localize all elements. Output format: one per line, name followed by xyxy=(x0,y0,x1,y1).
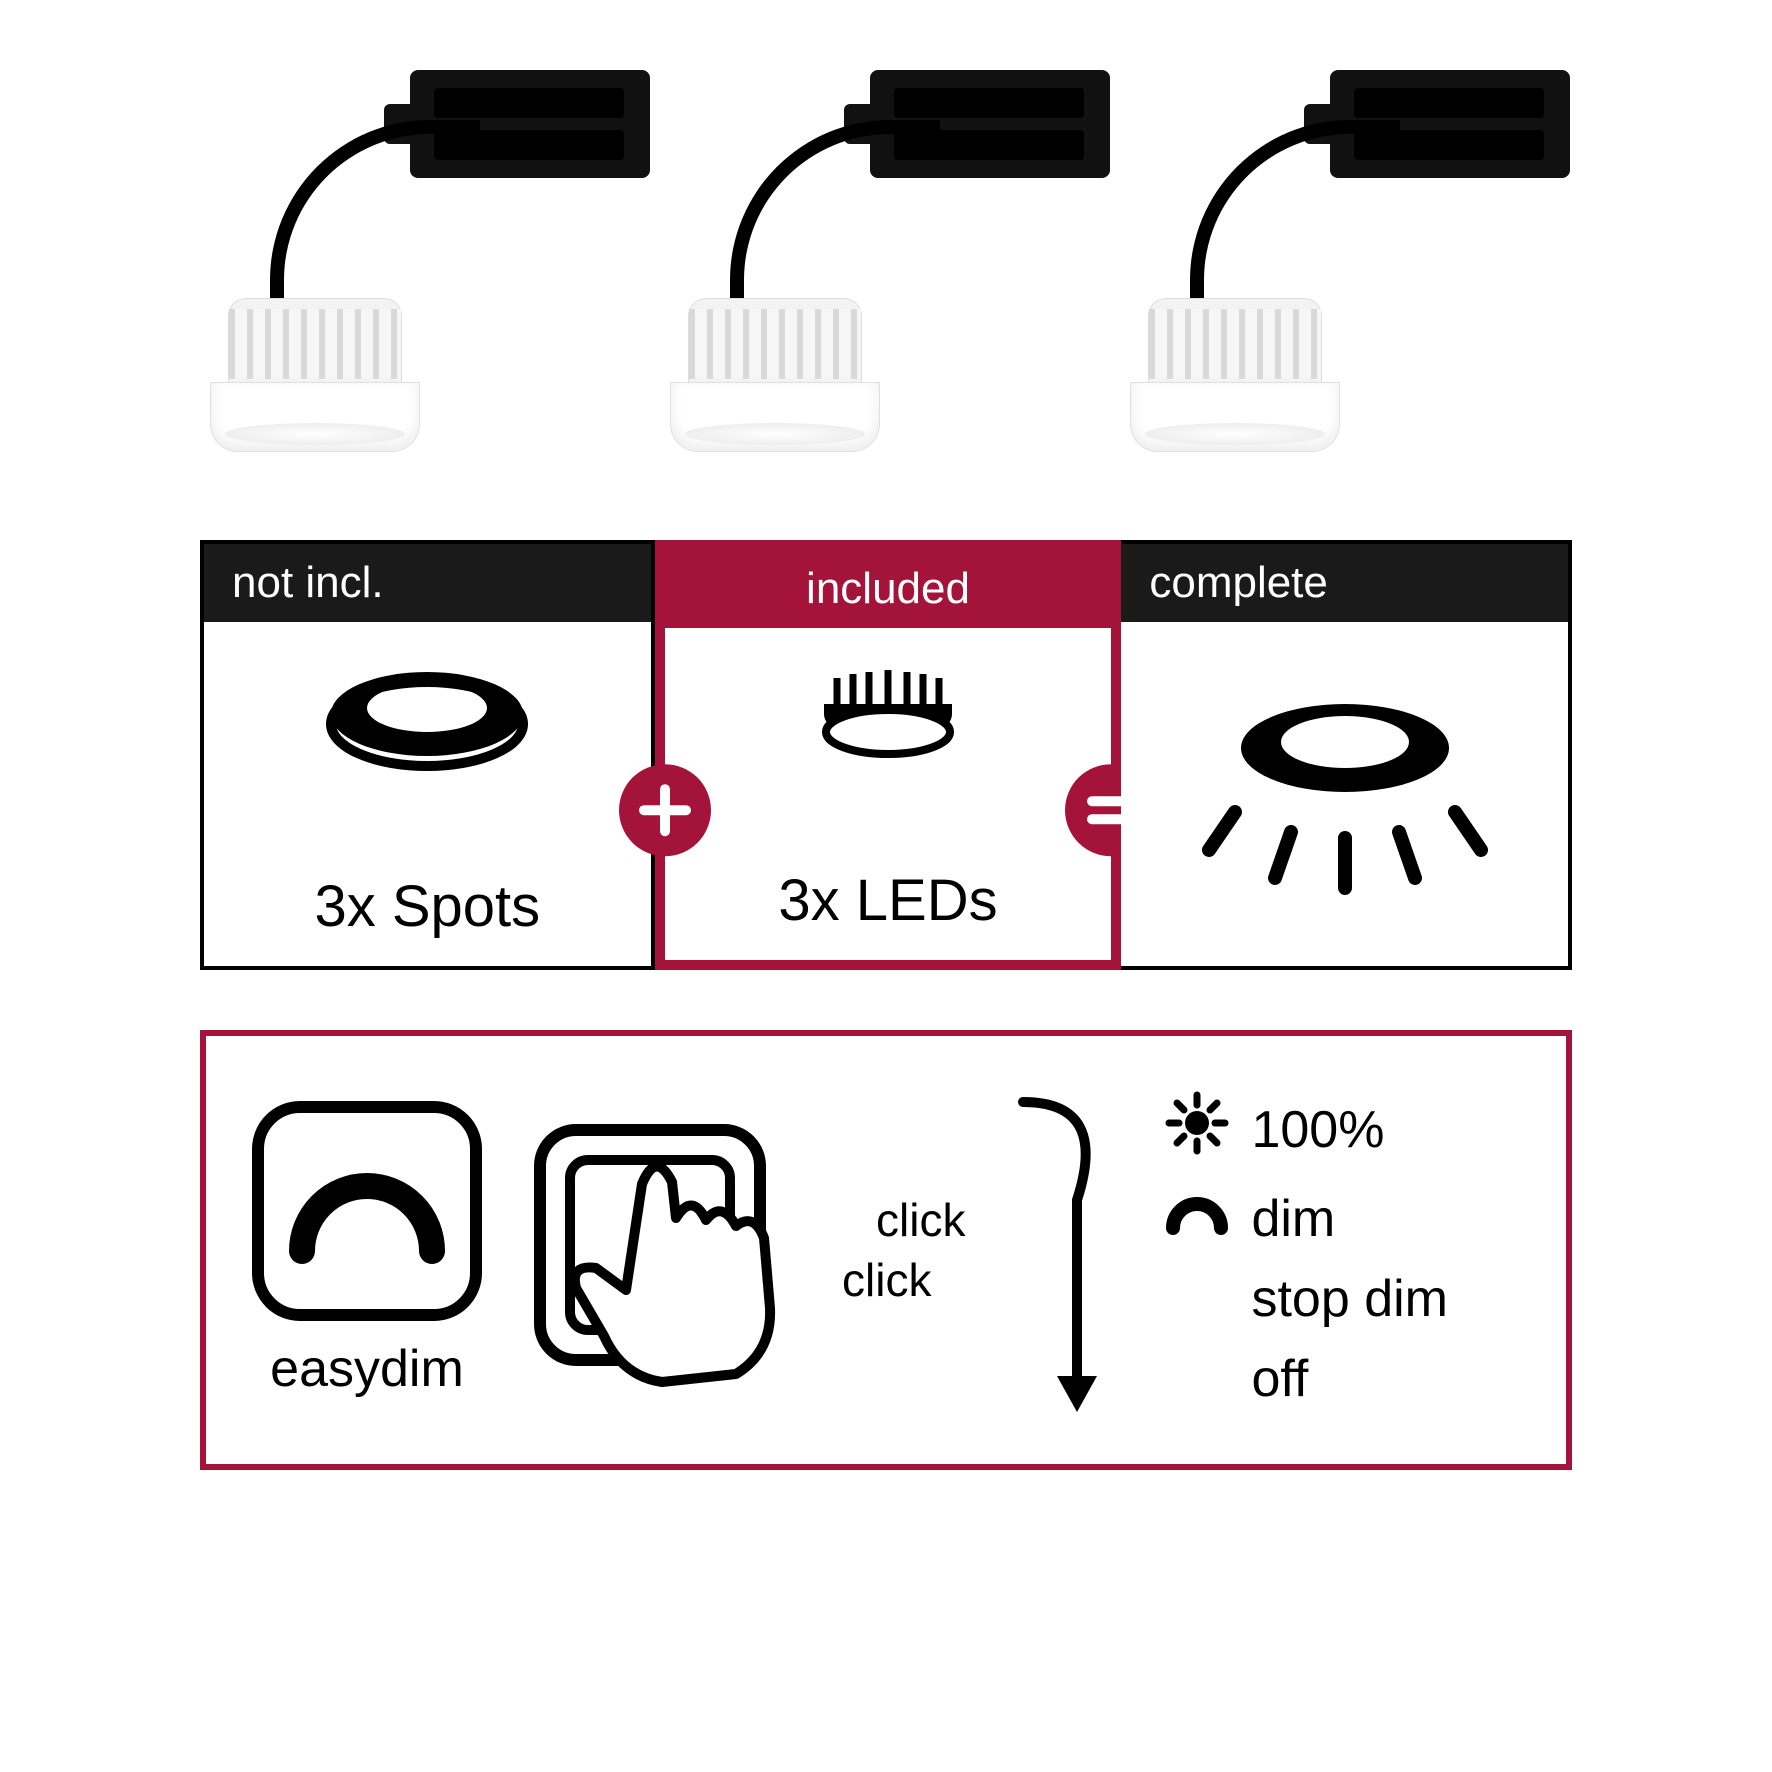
state-label: 100% xyxy=(1251,1100,1384,1160)
click-label: click xyxy=(876,1193,965,1247)
easydim-panel: easydim click click xyxy=(200,1030,1572,1470)
product-photo xyxy=(200,60,1572,480)
plus-icon xyxy=(619,764,711,856)
arc-icon xyxy=(1165,1188,1229,1249)
spot-ring-icon xyxy=(204,654,651,784)
dim-states-list: 100% dim stop dim off xyxy=(1165,1091,1448,1409)
cell-complete: complete xyxy=(1121,540,1572,970)
led-module xyxy=(210,298,420,468)
list-item: off xyxy=(1165,1349,1448,1409)
heatsink-icon xyxy=(228,298,402,384)
led-unit xyxy=(660,60,1110,480)
list-item: dim xyxy=(1165,1188,1448,1249)
led-unit xyxy=(1120,60,1570,480)
cell-label: 3x Spots xyxy=(204,873,651,940)
spot-shining-icon xyxy=(1121,682,1568,902)
list-item: stop dim xyxy=(1165,1269,1448,1329)
led-unit xyxy=(200,60,650,480)
cell-header: not incl. xyxy=(204,544,651,622)
cell-label: 3x LEDs xyxy=(665,867,1112,934)
cell-header: complete xyxy=(1121,544,1568,622)
cell-not-included: not incl. 3x Spots xyxy=(200,540,655,970)
easydim-label: easydim xyxy=(270,1339,464,1399)
click-labels: click click xyxy=(842,1193,965,1307)
state-label: stop dim xyxy=(1251,1269,1448,1329)
contents-panel: not incl. 3x Spots included xyxy=(200,540,1572,970)
list-item: 100% xyxy=(1165,1091,1448,1168)
led-coin-icon xyxy=(665,660,1112,780)
cell-header: included xyxy=(665,550,1112,628)
click-label: click xyxy=(842,1253,931,1307)
cell-included: included xyxy=(655,540,1122,970)
easydim-logo-icon xyxy=(252,1101,482,1321)
state-label: dim xyxy=(1251,1189,1335,1249)
wall-switch-icon xyxy=(522,1100,802,1400)
lens-icon xyxy=(210,382,420,452)
infographic-canvas: not incl. 3x Spots included xyxy=(200,60,1572,1712)
sun-icon xyxy=(1165,1091,1229,1168)
state-label: off xyxy=(1251,1349,1308,1409)
sequence-arrow-icon xyxy=(1005,1090,1125,1410)
easydim-block: easydim xyxy=(252,1101,482,1399)
